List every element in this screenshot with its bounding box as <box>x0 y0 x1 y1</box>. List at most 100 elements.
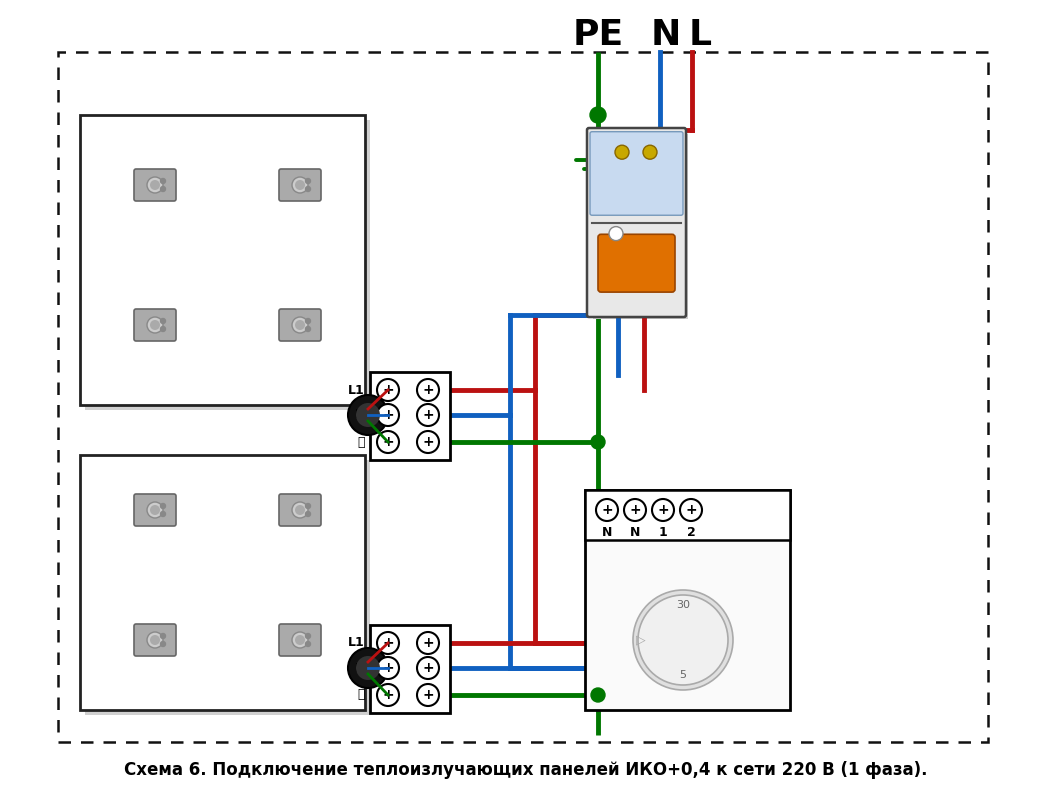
Text: +: + <box>422 408 433 422</box>
Circle shape <box>305 634 310 638</box>
Circle shape <box>377 632 399 654</box>
Circle shape <box>417 632 439 654</box>
Circle shape <box>377 379 399 401</box>
Circle shape <box>147 177 163 193</box>
Text: +: + <box>658 503 669 517</box>
FancyBboxPatch shape <box>590 132 683 215</box>
Circle shape <box>150 320 160 330</box>
Text: 1: 1 <box>659 526 667 539</box>
Text: 2: 2 <box>687 526 695 539</box>
Circle shape <box>377 684 399 706</box>
Circle shape <box>615 145 629 160</box>
Circle shape <box>417 404 439 426</box>
Text: L: L <box>688 18 711 52</box>
FancyBboxPatch shape <box>279 624 321 656</box>
Circle shape <box>305 504 310 508</box>
Text: N: N <box>630 526 641 539</box>
Text: ⏚: ⏚ <box>358 435 365 448</box>
Text: +: + <box>422 636 433 650</box>
Circle shape <box>305 512 310 516</box>
Text: N: N <box>355 662 365 674</box>
Text: Схема 6. Подключение теплоизлучающих панелей ИКО+0,4 к сети 220 В (1 фаза).: Схема 6. Подключение теплоизлучающих пан… <box>124 761 928 779</box>
Bar <box>85 460 370 715</box>
Circle shape <box>305 187 310 192</box>
Circle shape <box>295 505 305 515</box>
FancyBboxPatch shape <box>134 169 176 201</box>
Circle shape <box>377 431 399 453</box>
Text: L1: L1 <box>348 383 365 396</box>
Text: N: N <box>355 408 365 422</box>
Circle shape <box>295 320 305 330</box>
Circle shape <box>356 656 380 680</box>
Circle shape <box>305 179 310 184</box>
Bar <box>58 52 988 742</box>
Text: +: + <box>422 383 433 397</box>
Circle shape <box>624 499 646 521</box>
Circle shape <box>590 107 606 123</box>
Circle shape <box>292 632 308 648</box>
Circle shape <box>161 326 165 331</box>
Circle shape <box>292 317 308 333</box>
FancyBboxPatch shape <box>279 494 321 526</box>
Text: +: + <box>422 435 433 449</box>
Text: +: + <box>382 408 393 422</box>
Text: +: + <box>422 661 433 675</box>
Circle shape <box>643 145 658 160</box>
Circle shape <box>305 326 310 331</box>
Circle shape <box>161 187 165 192</box>
Circle shape <box>161 634 165 638</box>
Circle shape <box>417 379 439 401</box>
Circle shape <box>596 499 618 521</box>
Circle shape <box>348 648 388 688</box>
Bar <box>593 134 688 319</box>
Circle shape <box>591 688 605 702</box>
Text: +: + <box>382 435 393 449</box>
Text: L1: L1 <box>348 637 365 650</box>
Circle shape <box>161 642 165 646</box>
Bar <box>85 120 370 410</box>
Text: +: + <box>685 503 696 517</box>
Circle shape <box>147 502 163 518</box>
Circle shape <box>417 657 439 679</box>
Circle shape <box>356 403 380 427</box>
Text: +: + <box>382 688 393 702</box>
FancyBboxPatch shape <box>279 169 321 201</box>
Circle shape <box>305 642 310 646</box>
FancyBboxPatch shape <box>134 624 176 656</box>
FancyBboxPatch shape <box>134 494 176 526</box>
Circle shape <box>161 318 165 323</box>
Text: PE: PE <box>572 18 624 52</box>
Text: N: N <box>651 18 682 52</box>
Bar <box>80 455 365 710</box>
Circle shape <box>377 657 399 679</box>
Text: 30: 30 <box>676 600 690 610</box>
Text: ⏚: ⏚ <box>358 688 365 702</box>
Circle shape <box>652 499 674 521</box>
Circle shape <box>305 318 310 323</box>
Text: +: + <box>382 661 393 675</box>
Text: ▷: ▷ <box>636 634 646 646</box>
Circle shape <box>638 595 728 685</box>
Bar <box>370 625 450 713</box>
Circle shape <box>633 590 733 690</box>
Circle shape <box>609 227 623 241</box>
Bar <box>370 372 450 460</box>
Text: 5: 5 <box>680 670 687 680</box>
Circle shape <box>161 512 165 516</box>
Bar <box>585 490 790 710</box>
FancyBboxPatch shape <box>598 234 675 292</box>
Text: +: + <box>422 688 433 702</box>
Circle shape <box>591 435 605 449</box>
FancyBboxPatch shape <box>134 309 176 341</box>
Circle shape <box>292 177 308 193</box>
Circle shape <box>150 505 160 515</box>
Circle shape <box>150 635 160 645</box>
Circle shape <box>377 404 399 426</box>
Circle shape <box>147 317 163 333</box>
FancyBboxPatch shape <box>587 128 686 317</box>
Circle shape <box>295 635 305 645</box>
Circle shape <box>161 179 165 184</box>
Circle shape <box>295 180 305 190</box>
Circle shape <box>348 395 388 435</box>
Circle shape <box>150 180 160 190</box>
